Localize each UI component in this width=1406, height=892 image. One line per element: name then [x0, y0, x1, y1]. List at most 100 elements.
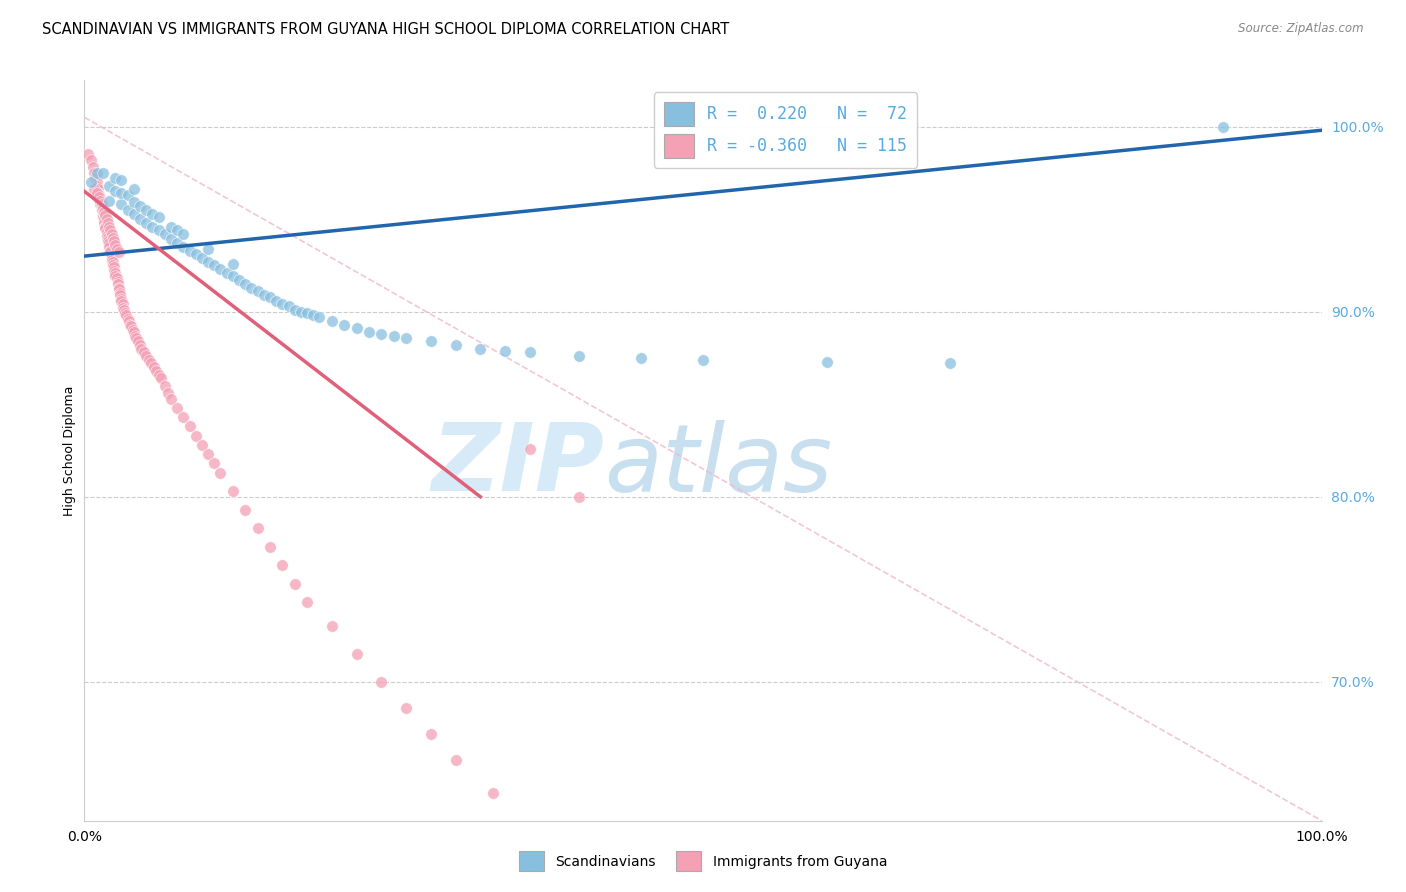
Point: [519, 345, 541, 359]
Point: [259, 290, 281, 304]
Point: [91, 206, 114, 220]
Point: [271, 297, 294, 311]
Point: [444, 338, 467, 352]
Point: [233, 502, 256, 516]
Point: [98, 240, 121, 254]
Point: [202, 457, 225, 471]
Point: [370, 326, 392, 341]
Point: [104, 185, 127, 199]
Point: [101, 254, 124, 268]
Point: [125, 330, 148, 344]
Point: [117, 312, 139, 326]
Point: [77, 147, 100, 161]
Point: [86, 178, 108, 193]
Point: [157, 386, 180, 401]
Point: [1212, 120, 1234, 134]
Text: Source: ZipAtlas.com: Source: ZipAtlas.com: [1239, 22, 1364, 36]
Point: [321, 619, 343, 633]
Point: [86, 175, 108, 189]
Point: [100, 249, 122, 263]
Point: [148, 211, 170, 225]
Point: [108, 282, 131, 296]
Point: [253, 288, 276, 302]
Point: [96, 212, 118, 227]
Point: [122, 206, 145, 220]
Point: [333, 318, 356, 332]
Point: [100, 227, 122, 241]
Point: [166, 223, 188, 237]
Point: [172, 240, 194, 254]
Point: [83, 182, 105, 196]
Point: [630, 351, 652, 365]
Point: [264, 293, 287, 308]
Point: [97, 230, 120, 244]
Point: [939, 356, 962, 370]
Point: [91, 166, 114, 180]
Point: [94, 219, 117, 234]
Point: [568, 349, 591, 363]
Point: [166, 236, 188, 251]
Point: [148, 368, 170, 382]
Text: atlas: atlas: [605, 420, 832, 511]
Point: [284, 302, 307, 317]
Point: [222, 269, 245, 284]
Point: [103, 264, 125, 278]
Point: [98, 245, 121, 260]
Point: [121, 323, 143, 337]
Point: [114, 306, 136, 320]
Point: [166, 401, 188, 415]
Point: [118, 314, 141, 328]
Point: [120, 318, 142, 332]
Point: [104, 238, 127, 252]
Point: [96, 225, 118, 239]
Point: [89, 197, 111, 211]
Point: [395, 330, 418, 344]
Point: [122, 182, 145, 196]
Point: [94, 221, 117, 235]
Point: [90, 202, 112, 217]
Point: [93, 204, 115, 219]
Point: [91, 211, 114, 225]
Point: [110, 292, 132, 306]
Point: [112, 302, 135, 317]
Point: [89, 190, 111, 204]
Point: [87, 186, 110, 201]
Point: [370, 674, 392, 689]
Point: [135, 202, 157, 217]
Point: [191, 251, 214, 265]
Point: [179, 419, 201, 434]
Point: [89, 192, 111, 206]
Point: [197, 242, 219, 256]
Point: [108, 245, 131, 260]
Point: [105, 242, 128, 256]
Point: [209, 262, 232, 277]
Point: [382, 328, 405, 343]
Text: SCANDINAVIAN VS IMMIGRANTS FROM GUYANA HIGH SCHOOL DIPLOMA CORRELATION CHART: SCANDINAVIAN VS IMMIGRANTS FROM GUYANA H…: [42, 22, 730, 37]
Point: [494, 343, 516, 358]
Point: [419, 726, 441, 740]
Point: [197, 447, 219, 461]
Point: [115, 309, 138, 323]
Point: [122, 195, 145, 210]
Point: [89, 188, 111, 202]
Point: [172, 227, 194, 241]
Point: [233, 277, 256, 291]
Point: [129, 199, 152, 213]
Point: [277, 299, 299, 313]
Point: [111, 297, 134, 311]
Point: [160, 232, 183, 246]
Point: [228, 273, 250, 287]
Point: [110, 197, 132, 211]
Point: [91, 201, 114, 215]
Point: [135, 349, 157, 363]
Point: [202, 258, 225, 272]
Point: [117, 188, 139, 202]
Point: [150, 371, 173, 385]
Legend: Scandinavians, Immigrants from Guyana: Scandinavians, Immigrants from Guyana: [513, 846, 893, 877]
Point: [308, 310, 330, 325]
Point: [97, 235, 120, 249]
Point: [104, 171, 127, 186]
Point: [222, 256, 245, 270]
Point: [184, 247, 207, 261]
Point: [98, 223, 121, 237]
